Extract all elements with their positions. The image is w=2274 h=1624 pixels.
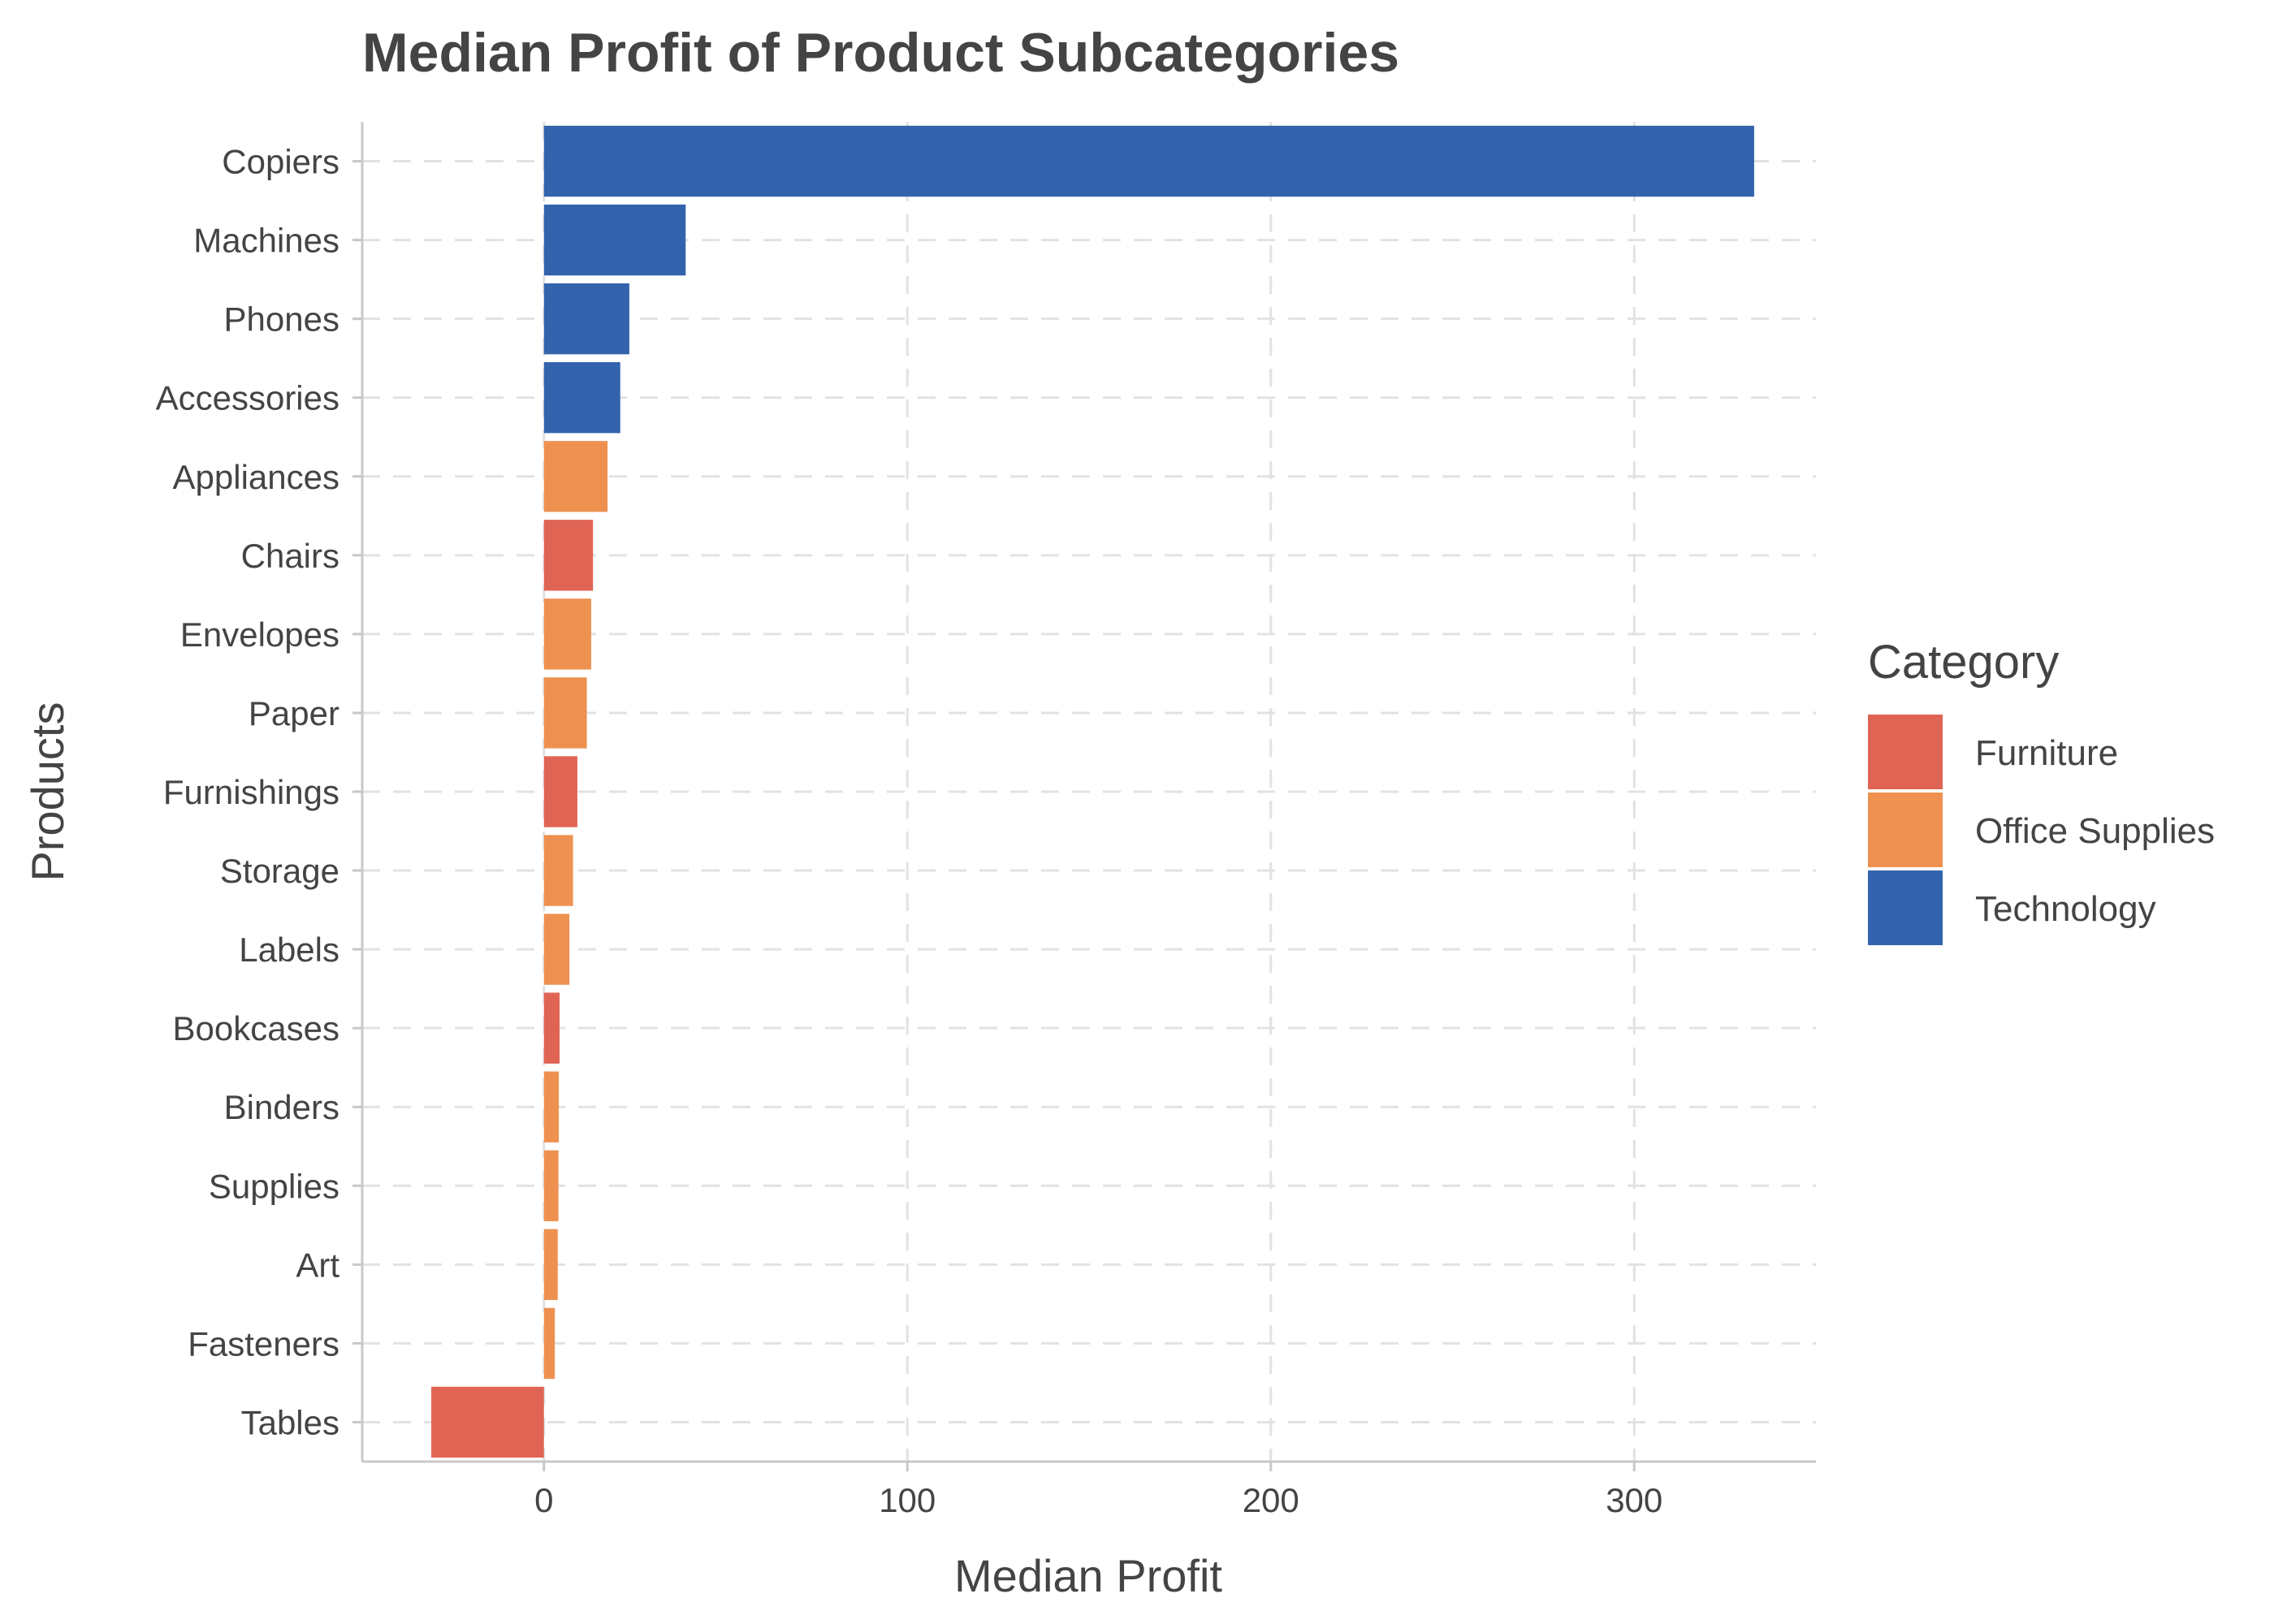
- chart-title: Median Profit of Product Subcategories: [362, 22, 1399, 84]
- bar-phones: [543, 283, 629, 355]
- y-tick-label: Binders: [224, 1088, 339, 1126]
- bar-machines: [543, 204, 686, 276]
- legend-label: Office Supplies: [1975, 811, 2215, 851]
- legend: Category Furniture Office Supplies Technol…: [1868, 636, 2215, 945]
- bar-paper: [543, 677, 587, 749]
- y-tick-label: Fasteners: [188, 1324, 339, 1363]
- y-tick-label: Furnishings: [163, 773, 339, 811]
- legend-swatch: [1868, 870, 1943, 945]
- bar-binders: [543, 1071, 560, 1142]
- x-tick-label: 0: [534, 1481, 553, 1519]
- y-tick-label: Art: [296, 1246, 339, 1284]
- axes: [352, 122, 1816, 1471]
- x-tick-labels: 0 100 200 300: [534, 1481, 1662, 1519]
- y-tick-label: Accessories: [156, 379, 339, 417]
- bar-accessories: [543, 362, 620, 434]
- x-tick-label: 200: [1243, 1481, 1299, 1519]
- bar-bookcases: [543, 992, 560, 1064]
- legend-swatch: [1868, 715, 1943, 789]
- y-axis-title: Products: [22, 702, 73, 882]
- bar-labels: [543, 914, 570, 985]
- bar-envelopes: [543, 598, 591, 670]
- y-tick-label: Labels: [239, 931, 339, 969]
- x-axis-title: Median Profit: [954, 1550, 1222, 1601]
- bar-art: [543, 1229, 558, 1301]
- bars: [431, 125, 1754, 1458]
- bar-appliances: [543, 441, 608, 512]
- bar-furnishings: [543, 756, 577, 827]
- bar-tables: [431, 1386, 544, 1458]
- legend-swatch: [1868, 793, 1943, 867]
- y-tick-label: Machines: [193, 222, 339, 260]
- bar-fasteners: [543, 1307, 556, 1380]
- y-tick-label: Copiers: [222, 143, 339, 181]
- bar-chairs: [543, 520, 594, 591]
- legend-label: Furniture: [1975, 733, 2118, 773]
- y-tick-label: Phones: [224, 300, 339, 339]
- bar-storage: [543, 835, 573, 906]
- y-tick-label: Supplies: [209, 1167, 339, 1205]
- bar-copiers: [543, 125, 1754, 197]
- x-tick-label: 100: [879, 1481, 936, 1519]
- y-tick-label: Bookcases: [173, 1009, 339, 1047]
- y-tick-label: Envelopes: [180, 615, 339, 654]
- y-tick-label: Tables: [241, 1403, 339, 1441]
- y-tick-label: Paper: [249, 694, 339, 732]
- legend-label: Technology: [1975, 889, 2156, 929]
- bar-supplies: [543, 1150, 559, 1221]
- y-tick-label: Appliances: [173, 458, 339, 496]
- legend-title: Category: [1868, 636, 2059, 689]
- grid: [362, 122, 1816, 1462]
- y-tick-labels: Copiers Machines Phones Accessories Applianc…: [156, 143, 340, 1442]
- y-tick-label: Chairs: [241, 537, 339, 575]
- x-tick-label: 300: [1606, 1481, 1662, 1519]
- y-tick-label: Storage: [220, 852, 339, 890]
